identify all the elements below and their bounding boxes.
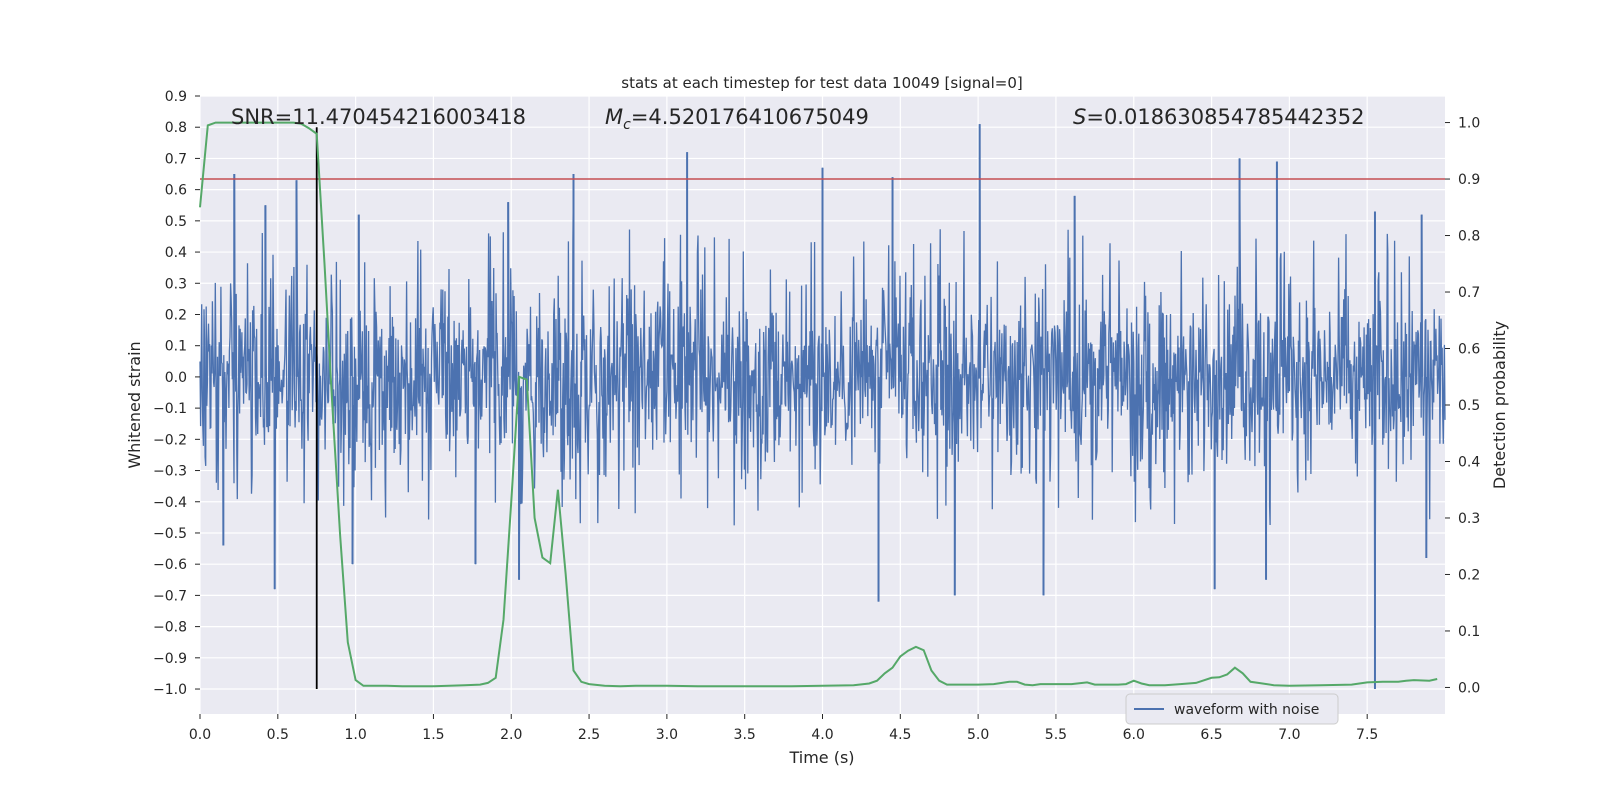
y-left-tick-label: 0.3 [165,276,187,292]
y-right-tick-label: 0.0 [1458,680,1480,696]
x-tick-label: 1.5 [422,727,444,743]
y-left-tick-label: −0.2 [153,432,187,448]
y-left-axis-label: Whitened strain [125,341,144,468]
x-tick-label: 0.0 [189,727,211,743]
x-tick-label: 1.0 [344,727,366,743]
y-right-tick-label: 0.8 [1458,229,1480,245]
y-left-axis-ticks: 0.9 0.8 0.7 0.6 0.5 0.4 0.3 0.2 0.1 0.0 −0.1 −0.2 −0… [153,89,200,698]
y-right-tick-label: 0.1 [1458,624,1480,640]
score-value: =0.018630854785442352 [1086,105,1364,129]
x-tick-label: 3.5 [734,727,756,743]
x-axis-ticks: 0.0 0.5 1.0 1.5 2.0 2.5 3.0 3.5 4.0 4.5 5.0 5.5 6.0 6… [189,714,1378,743]
y-right-tick-label: 0.3 [1458,511,1480,527]
y-right-tick-label: 0.5 [1458,398,1480,414]
y-left-tick-label: −0.8 [153,620,187,636]
chirp-mass-symbol: M [605,105,623,129]
y-right-tick-label: 0.2 [1458,567,1480,583]
x-tick-label: 5.0 [967,727,989,743]
y-left-tick-label: 0.5 [165,214,187,230]
y-right-tick-label: 0.7 [1458,285,1480,301]
legend: waveform with noise [1125,693,1339,725]
score-symbol: S [1073,105,1086,129]
y-left-tick-label: −0.4 [153,495,187,511]
y-left-tick-label: −0.1 [153,401,187,417]
snr-annotation: SNR=11.470454216003418 [231,105,526,129]
x-tick-label: 7.0 [1278,727,1300,743]
y-left-tick-label: −0.9 [153,651,187,667]
y-left-tick-label: 0.7 [165,151,187,167]
probability-series [199,121,1438,688]
waveform-series [199,124,1446,690]
x-axis-label: Time (s) [788,748,854,767]
y-left-tick-label: −0.5 [153,526,187,542]
score-annotation: S=0.018630854785442352 [1073,105,1364,129]
y-left-tick-label: 0.8 [165,120,187,136]
y-left-tick-label: 0.0 [165,370,187,386]
y-left-tick-label: −0.3 [153,464,187,480]
chirp-mass-subscript: c [623,117,631,133]
legend-label: waveform with noise [1174,702,1319,718]
x-tick-label: 5.5 [1045,727,1067,743]
y-left-tick-label: 0.9 [165,89,187,105]
y-right-axis-ticks: 1.0 0.9 0.8 0.7 0.6 0.5 0.4 0.3 0.2 0.1 0.0 [1445,116,1480,696]
chirp-mass-value: =4.520176410675049 [631,105,869,129]
x-tick-label: 4.5 [889,727,911,743]
x-tick-label: 7.5 [1356,727,1378,743]
y-left-tick-label: 0.6 [165,183,187,199]
x-tick-label: 2.0 [500,727,522,743]
y-right-tick-label: 1.0 [1458,116,1480,132]
legend-box [1125,693,1339,725]
y-left-tick-label: −0.7 [153,588,187,604]
x-tick-label: 3.0 [656,727,678,743]
chart-title: stats at each timestep for test data 100… [621,74,1022,92]
x-tick-label: 6.5 [1200,727,1222,743]
y-left-tick-label: −1.0 [153,682,187,698]
chirp-mass-annotation: Mc=4.520176410675049 [605,105,869,133]
y-right-tick-label: 0.6 [1458,342,1480,358]
y-left-tick-label: 0.1 [165,339,187,355]
x-tick-label: 6.0 [1123,727,1145,743]
y-left-tick-label: 0.4 [165,245,187,261]
y-right-tick-label: 0.4 [1458,454,1480,470]
y-right-axis-label: Detection probability [1490,321,1509,489]
x-tick-label: 2.5 [578,727,600,743]
x-tick-label: 0.5 [267,727,289,743]
y-left-tick-label: −0.6 [153,557,187,573]
x-tick-label: 4.0 [811,727,833,743]
y-left-tick-label: 0.2 [165,307,187,323]
y-right-tick-label: 0.9 [1458,172,1480,188]
